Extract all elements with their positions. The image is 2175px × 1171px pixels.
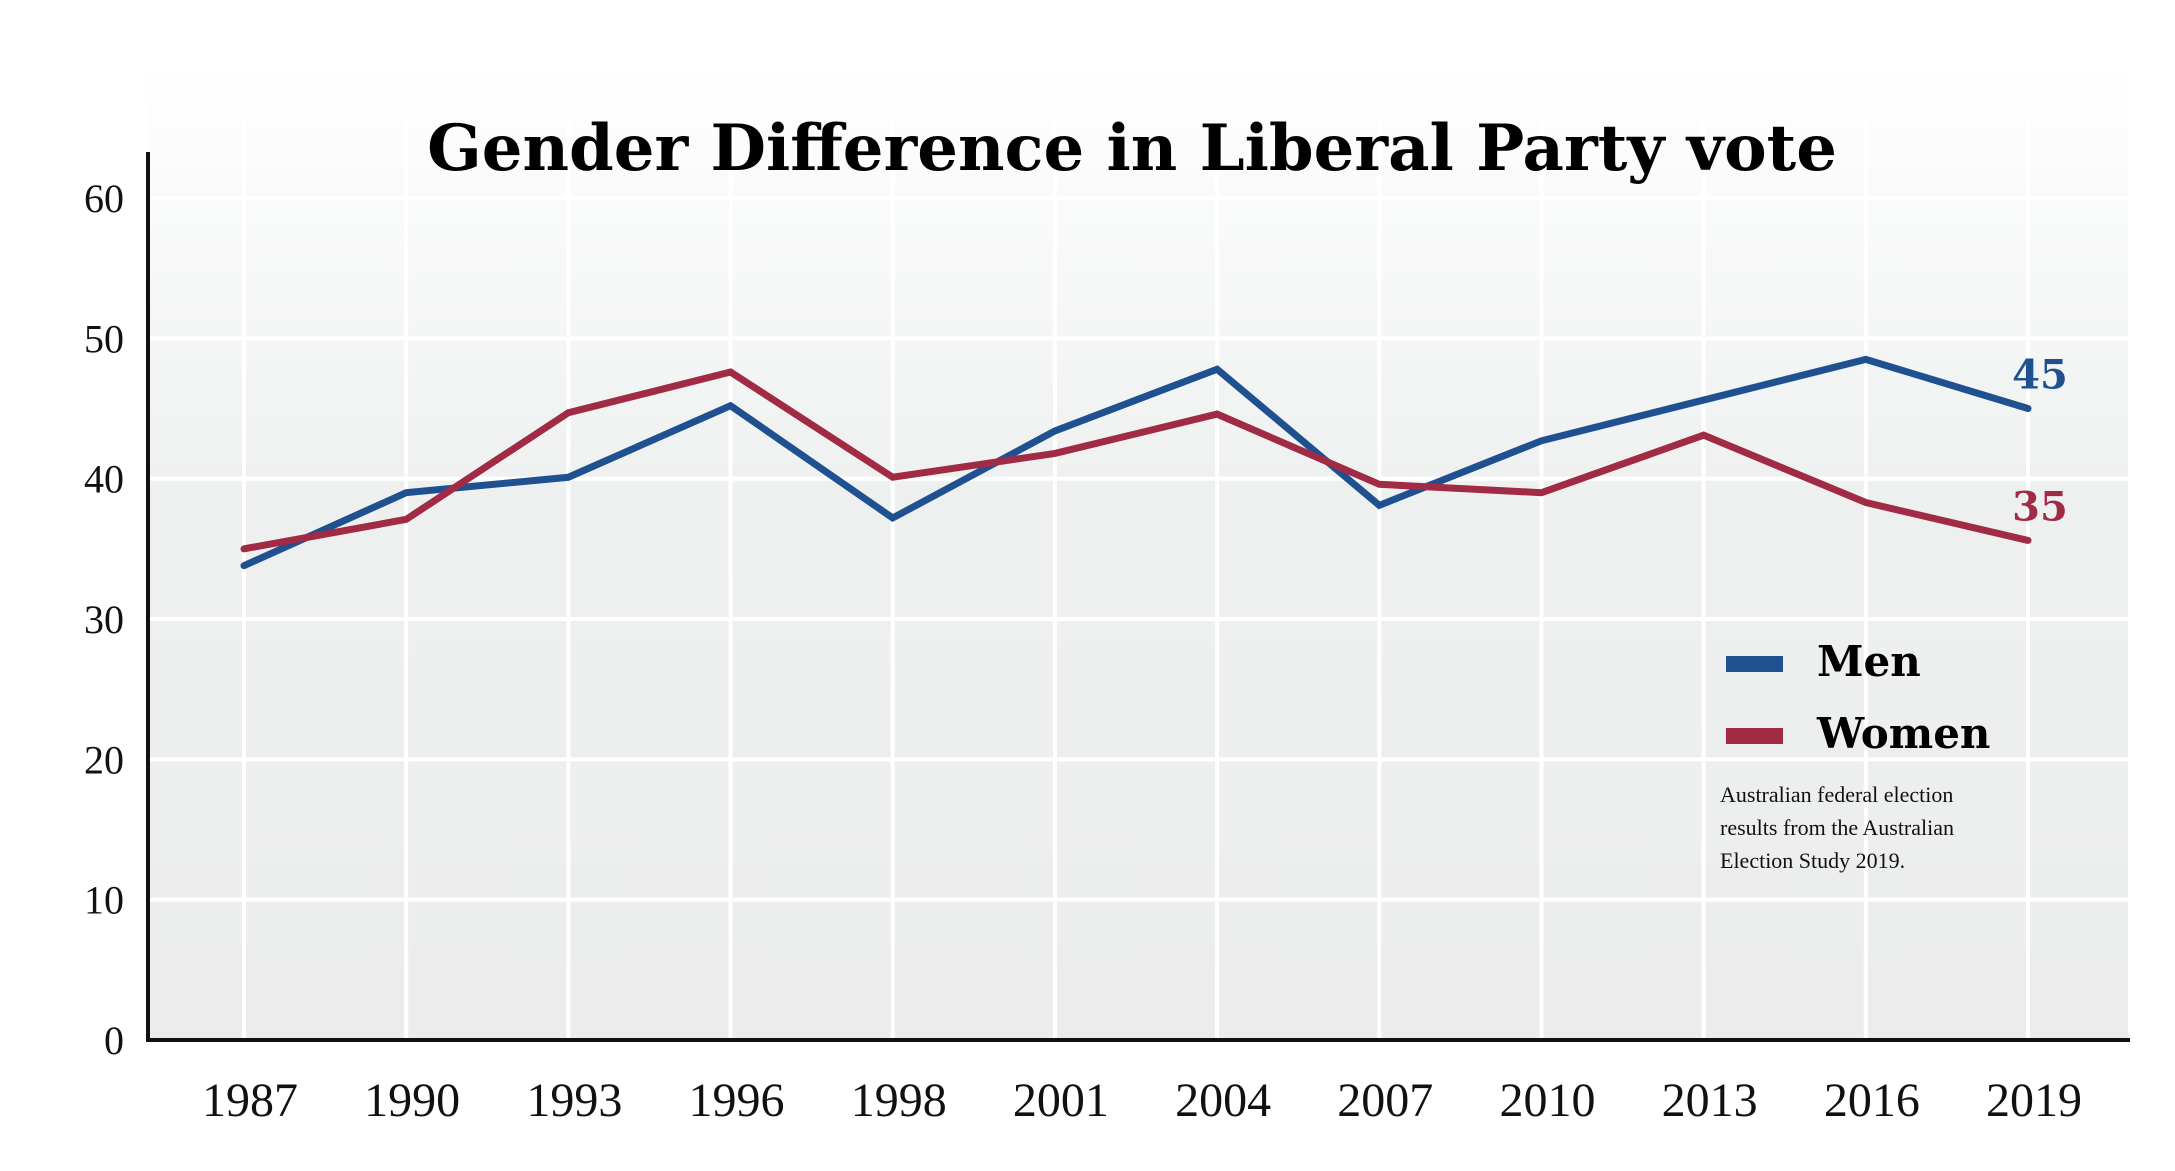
- x-tick-label: 2019: [1986, 1074, 2082, 1127]
- y-tick-label: 50: [84, 316, 124, 361]
- x-tick-label: 2007: [1337, 1074, 1433, 1127]
- annotation-line: results from the Australian: [1720, 815, 1954, 840]
- x-tick-label: 1996: [689, 1074, 785, 1127]
- x-tick-label: 1998: [851, 1074, 947, 1127]
- y-tick-label: 10: [84, 878, 124, 923]
- y-tick-label: 0: [104, 1018, 124, 1063]
- legend-label-men: Men: [1817, 637, 1921, 686]
- x-axis-ticks: 1987 1990 1993 1996 1998 2001 2004 2007 2010 2013…: [202, 1074, 2082, 1127]
- legend-swatch-women: [1726, 728, 1783, 744]
- source-annotation: Australian federal election results from …: [1720, 782, 1954, 873]
- x-tick-label: 2010: [1499, 1074, 1595, 1127]
- chart-title: Gender Difference in Liberal Party vote: [427, 111, 1837, 186]
- x-tick-label: 1990: [364, 1074, 460, 1127]
- x-tick-label: 2001: [1013, 1074, 1109, 1127]
- y-tick-label: 30: [84, 597, 124, 642]
- y-tick-label: 40: [84, 457, 124, 502]
- annotation-line: Australian federal election: [1720, 782, 1953, 807]
- series-line-men: [240, 355, 2032, 570]
- y-axis-ticks: 0 10 20 30 40 50 60: [84, 176, 124, 1063]
- x-tick-label: 2016: [1824, 1074, 1920, 1127]
- plot-background: [148, 60, 2128, 1040]
- legend: Men Women: [1726, 637, 1990, 758]
- y-tick-label: 20: [84, 737, 124, 782]
- annotation-line: Election Study 2019.: [1720, 848, 1905, 873]
- end-label-women: 35: [2012, 483, 2068, 530]
- legend-label-women: Women: [1816, 709, 1990, 758]
- x-tick-label: 1993: [526, 1074, 622, 1127]
- x-tick-label: 1987: [202, 1074, 298, 1127]
- gridlines: [150, 120, 2128, 1038]
- end-label-men: 45: [2012, 352, 2068, 399]
- series-line-women: [240, 368, 2032, 553]
- x-tick-label: 2004: [1175, 1074, 1271, 1127]
- legend-swatch-men: [1726, 656, 1783, 672]
- x-tick-label: 2013: [1662, 1074, 1758, 1127]
- y-tick-label: 60: [84, 176, 124, 221]
